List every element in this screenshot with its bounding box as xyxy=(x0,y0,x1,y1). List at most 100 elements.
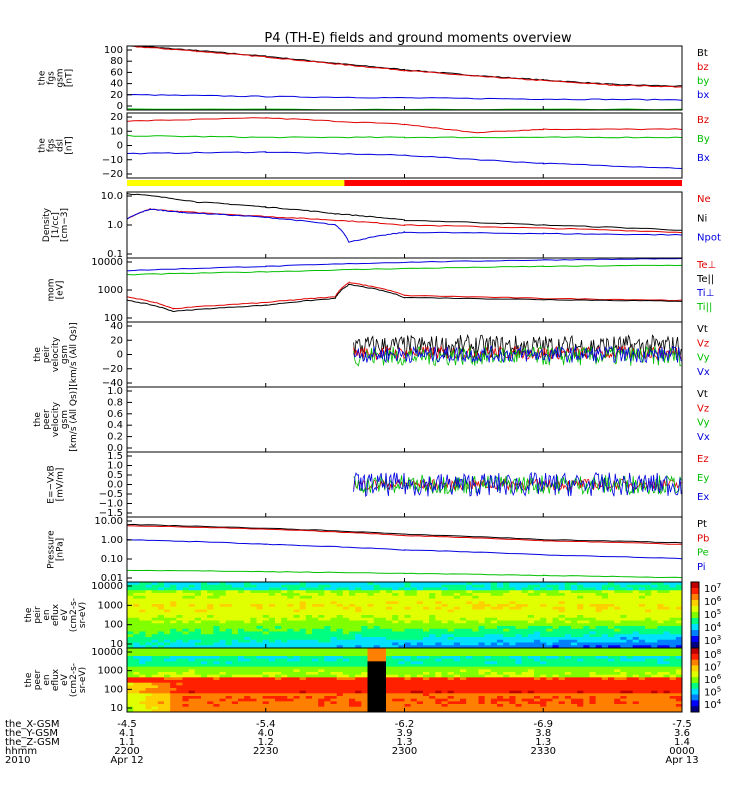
heatmap-cell xyxy=(219,582,227,586)
heatmap-cell xyxy=(484,656,492,660)
heatmap-cell xyxy=(213,612,220,616)
heatmap-cell xyxy=(342,639,350,643)
heatmap-cell xyxy=(312,688,319,692)
heatmap-cell xyxy=(583,669,590,673)
heatmap-cell xyxy=(287,674,294,678)
heatmap-cell xyxy=(638,685,646,689)
heatmap-cell xyxy=(441,623,449,627)
heatmap-cell xyxy=(213,645,220,649)
heatmap-cell xyxy=(342,648,350,652)
heatmap-cell xyxy=(669,642,677,646)
heatmap-cell xyxy=(275,593,282,597)
heatmap-cell xyxy=(170,698,177,702)
heatmap-cell xyxy=(503,623,510,627)
heatmap-cell xyxy=(447,680,455,684)
heatmap-cell xyxy=(151,598,159,602)
heatmap-cell xyxy=(201,653,208,657)
heatmap-cell xyxy=(127,587,134,591)
legend-label: Ti⊥ xyxy=(696,288,714,299)
heatmap-cell xyxy=(176,609,183,613)
heatmap-cell xyxy=(466,590,473,594)
heatmap-cell xyxy=(515,598,523,602)
y-axis-label: [km/s (All Qs)] xyxy=(69,322,79,386)
heatmap-cell xyxy=(324,685,331,689)
heatmap-cell xyxy=(521,674,529,678)
heatmap-cell xyxy=(577,604,584,608)
heatmap-cell xyxy=(515,617,523,621)
heatmap-cell xyxy=(571,631,578,635)
heatmap-cell xyxy=(188,674,196,678)
heatmap-cell xyxy=(305,639,313,643)
colorbar-segment xyxy=(691,618,699,625)
heatmap-cell xyxy=(638,617,646,621)
heatmap-cell xyxy=(404,677,412,681)
heatmap-cell xyxy=(552,601,560,605)
heatmap-cell xyxy=(213,626,220,630)
heatmap-cell xyxy=(577,601,584,605)
heatmap-cell xyxy=(305,626,313,630)
heatmap-cell xyxy=(638,680,646,684)
heatmap-cell xyxy=(145,666,153,670)
heatmap-cell xyxy=(275,584,282,588)
heatmap-cell xyxy=(620,631,627,635)
heatmap-cell xyxy=(392,656,399,660)
heatmap-cell xyxy=(330,593,338,597)
heatmap-cell xyxy=(219,709,227,713)
heatmap-cell xyxy=(194,661,202,665)
heatmap-cell xyxy=(472,704,479,708)
heatmap-cell xyxy=(201,674,208,678)
heatmap-cell xyxy=(361,701,368,705)
heatmap-cell xyxy=(429,623,436,627)
heatmap-cell xyxy=(250,628,257,632)
heatmap-cell xyxy=(589,593,597,597)
heatmap-cell xyxy=(213,598,220,602)
heatmap-cell xyxy=(256,620,264,624)
heatmap-cell xyxy=(490,626,498,630)
heatmap-cell xyxy=(299,626,307,630)
heatmap-cell xyxy=(219,645,227,649)
heatmap-cell xyxy=(213,606,220,610)
heatmap-cell xyxy=(558,639,566,643)
heatmap-cell xyxy=(293,698,301,702)
heatmap-cell xyxy=(651,637,658,641)
heatmap-cell xyxy=(145,693,153,697)
heatmap-cell xyxy=(410,682,418,686)
heatmap-cell xyxy=(386,617,393,621)
heatmap-cell xyxy=(262,598,270,602)
heatmap-cell xyxy=(176,656,183,660)
heatmap-cell xyxy=(194,615,202,619)
heatmap-cell xyxy=(595,698,603,702)
heatmap-cell xyxy=(151,606,159,610)
heatmap-cell xyxy=(564,642,572,646)
heatmap-cell xyxy=(238,704,245,708)
y-axis-label: peir xyxy=(42,345,52,363)
heatmap-cell xyxy=(330,661,338,665)
heatmap-cell xyxy=(188,664,196,668)
heatmap-cell xyxy=(398,674,405,678)
heatmap-cell xyxy=(287,634,294,638)
colorbar-segment xyxy=(691,588,699,595)
heatmap-cell xyxy=(416,590,424,594)
colorbar-segment xyxy=(691,659,699,666)
heatmap-cell xyxy=(157,704,165,708)
heatmap-cell xyxy=(614,598,621,602)
heatmap-cell xyxy=(595,656,603,660)
heatmap-cell xyxy=(330,704,338,708)
heatmap-cell xyxy=(657,674,664,678)
heatmap-cell xyxy=(373,685,381,689)
heatmap-cell xyxy=(170,626,177,630)
heatmap-cell xyxy=(669,628,677,632)
heatmap-cell xyxy=(571,582,578,586)
heatmap-cell xyxy=(342,664,350,668)
heatmap-cell xyxy=(256,612,264,616)
heatmap-cell xyxy=(182,682,190,686)
heatmap-cell xyxy=(318,709,325,713)
y-tick-label: −1.0 xyxy=(99,499,123,510)
heatmap-cell xyxy=(608,601,615,605)
heatmap-cell xyxy=(614,674,621,678)
heatmap-cell xyxy=(188,609,196,613)
heatmap-cell xyxy=(133,587,140,591)
heatmap-cell xyxy=(262,674,270,678)
heatmap-cell xyxy=(176,631,183,635)
heatmap-cell xyxy=(527,706,535,710)
